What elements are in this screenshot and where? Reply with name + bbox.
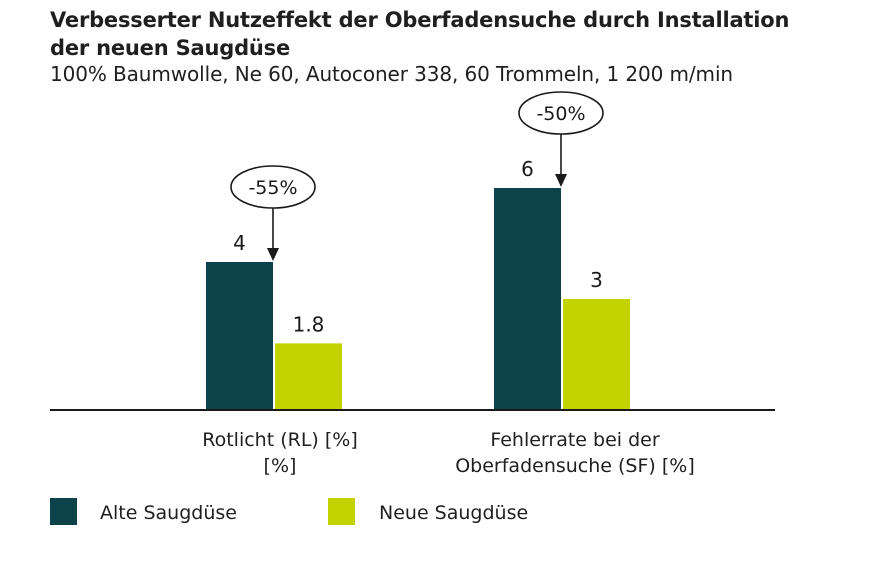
category-label-fehlerrate-line1: Fehlerrate bei der [490, 429, 660, 451]
data-label-alte-fehlerrate: 6 [521, 157, 534, 181]
legend-label-alte-saugduese: Alte Saugdüse [100, 502, 237, 524]
data-label-neue-rotlicht: 1.8 [293, 312, 325, 336]
bar-alte-rotlicht [206, 262, 273, 410]
category-label-rotlicht-line2: [%] [263, 455, 297, 477]
bar-neue-rotlicht [275, 343, 342, 410]
chart-title-line2: der neuen Saugdüse [50, 36, 290, 60]
legend-swatch-neue-saugduese [328, 498, 355, 525]
legend-label-neue-saugduese: Neue Saugdüse [379, 502, 529, 524]
chart-subtitle: 100% Baumwolle, Ne 60, Autoconer 338, 60… [50, 62, 733, 86]
annotation-arrow-head-rotlicht [267, 248, 279, 261]
chart-title: Verbesserter Nutzeffekt der Oberfadensuc… [50, 6, 850, 62]
category-label-rotlicht-line1: Rotlicht (RL) [%] [202, 429, 358, 451]
annotation-label-rotlicht: -55% [248, 177, 297, 199]
chart-title-line1: Verbesserter Nutzeffekt der Oberfadensuc… [50, 8, 790, 32]
data-label-alte-rotlicht: 4 [233, 231, 246, 255]
bar-alte-fehlerrate [494, 188, 561, 410]
legend-swatch-alte-saugduese [50, 498, 77, 525]
category-label-rotlicht: Rotlicht (RL) [%] [%] [150, 427, 410, 479]
annotation-arrow-head-fehlerrate [555, 174, 567, 187]
category-label-fehlerrate-line2: Oberfadensuche (SF) [%] [455, 455, 695, 477]
category-label-fehlerrate: Fehlerrate bei der Oberfadensuche (SF) [… [425, 427, 725, 479]
bar-neue-fehlerrate [563, 299, 630, 410]
annotation-label-fehlerrate: -50% [536, 103, 585, 125]
data-label-neue-fehlerrate: 3 [590, 268, 603, 292]
